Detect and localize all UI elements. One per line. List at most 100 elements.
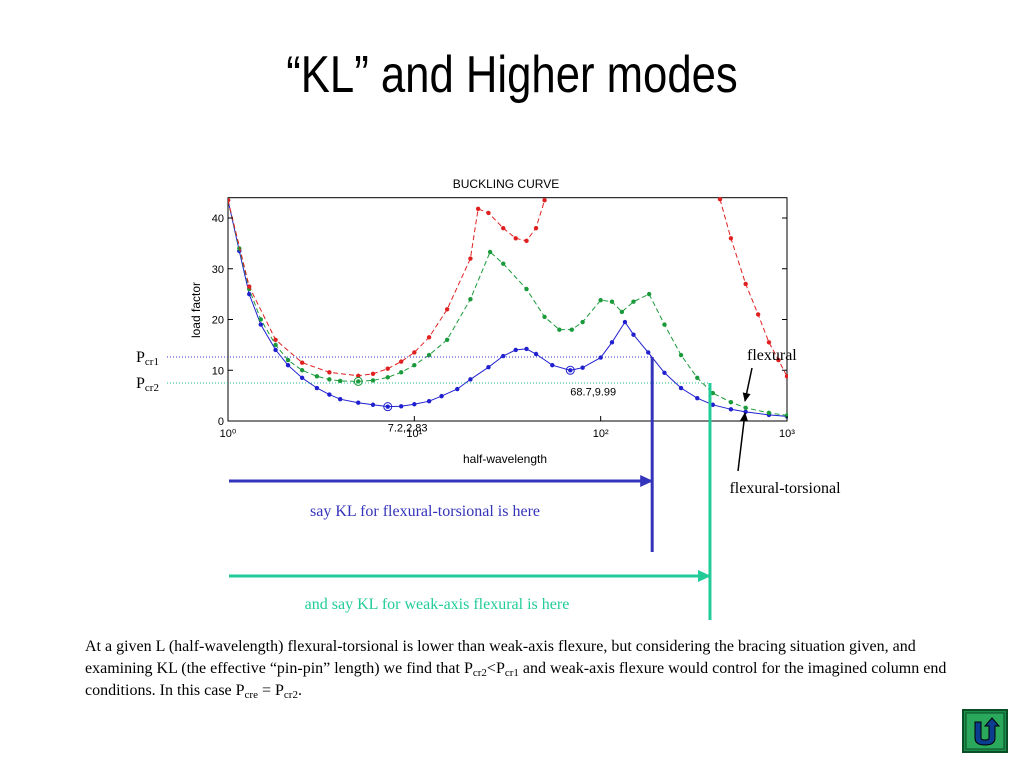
x-tick-label: 10⁰ [220, 428, 237, 440]
data-point [299, 368, 305, 373]
data-point [524, 286, 529, 292]
data-point [766, 410, 772, 416]
chart-title: BUCKLING CURVE [453, 177, 559, 191]
data-point [533, 351, 539, 357]
data-point [468, 377, 473, 382]
data-point [524, 238, 529, 244]
data-point [784, 374, 788, 379]
data-point [646, 291, 652, 297]
data-point [398, 370, 404, 375]
text-run: and weak-axis flexure would control for … [85, 660, 947, 699]
data-point [766, 340, 772, 345]
data-point [327, 392, 332, 397]
data-point [385, 375, 390, 380]
data-point [228, 198, 231, 203]
data-point [337, 396, 343, 402]
data-point [501, 353, 506, 359]
data-point [728, 236, 734, 241]
data-point [743, 405, 748, 411]
data-point [258, 317, 264, 322]
data-point [501, 225, 506, 231]
data-point [513, 236, 518, 241]
data-point [439, 393, 444, 399]
data-point [370, 402, 376, 407]
x-tick-label: 10² [593, 428, 609, 440]
reference-label-main: P [136, 349, 145, 366]
curve-arrow [742, 367, 753, 402]
back-button[interactable] [962, 709, 1008, 753]
data-point [501, 261, 506, 266]
data-point [580, 319, 585, 325]
data-point [743, 281, 748, 287]
annotation-label: 68.7,9.99 [570, 386, 616, 398]
y-tick-label: 40 [212, 213, 224, 225]
data-point [678, 385, 684, 391]
body-text: At a given L (half-wavelength) flexural-… [85, 636, 985, 702]
data-point [370, 378, 376, 383]
data-point [646, 350, 651, 355]
data-point [475, 206, 481, 212]
data-point [728, 400, 734, 405]
data-point [273, 337, 278, 342]
plot-frame [227, 197, 788, 422]
data-point [622, 319, 628, 325]
y-tick-label: 20 [212, 315, 224, 327]
y-tick-label: 0 [218, 416, 224, 428]
x-tick-label: 10³ [779, 428, 795, 440]
x-tick-label: 10¹ [406, 428, 422, 440]
data-point [327, 370, 332, 375]
data-point [550, 362, 555, 368]
data-point [533, 225, 539, 231]
data-point [327, 377, 332, 382]
data-point [247, 291, 252, 297]
curve-label: flexural-torsional [729, 480, 841, 497]
plot-area [228, 197, 788, 419]
data-point [776, 357, 781, 363]
data-point [487, 249, 493, 255]
slide-title: “KL” and Higher modes [286, 47, 738, 104]
data-point [728, 407, 734, 412]
kl-label: and say KL for weak-axis flexural is her… [305, 596, 570, 613]
data-point [314, 385, 320, 391]
curve-label: flexural [747, 347, 797, 364]
data-point [337, 378, 343, 384]
data-point [426, 399, 432, 404]
data-point [695, 395, 700, 401]
annotation-dot [569, 369, 572, 372]
data-point [662, 370, 667, 375]
data-point [314, 374, 320, 379]
reference-label-sub: cr1 [145, 356, 159, 368]
data-point [710, 390, 716, 396]
x-axis-label: half-wavelength [463, 452, 547, 466]
data-point [412, 402, 417, 407]
data-point [444, 337, 450, 342]
annotation-label: 7.2,2.83 [388, 423, 428, 435]
data-point [426, 335, 432, 340]
data-point [356, 400, 361, 405]
annotation-dot [357, 380, 360, 383]
data-point [542, 314, 547, 320]
subscript-text: cr2 [472, 667, 487, 679]
kl-label: say KL for flexural-torsional is here [310, 503, 540, 520]
series-line [228, 200, 788, 416]
data-point [755, 312, 761, 317]
data-point [299, 360, 305, 365]
subscript-text: cr1 [504, 667, 519, 679]
data-point [557, 327, 562, 332]
data-point [580, 365, 585, 370]
data-point [398, 404, 404, 409]
data-point [609, 299, 615, 304]
data-point [542, 198, 547, 203]
data-point [398, 359, 404, 364]
data-point [524, 346, 529, 352]
annotation-marker [565, 365, 575, 375]
data-point [710, 402, 716, 407]
annotation-dot [386, 405, 389, 408]
annotation-marker [383, 402, 393, 412]
reference-label: Pcr2 [136, 375, 159, 394]
data-point [598, 355, 603, 360]
data-point [486, 365, 491, 370]
text-run: = P [257, 682, 284, 699]
data-point [258, 322, 264, 327]
